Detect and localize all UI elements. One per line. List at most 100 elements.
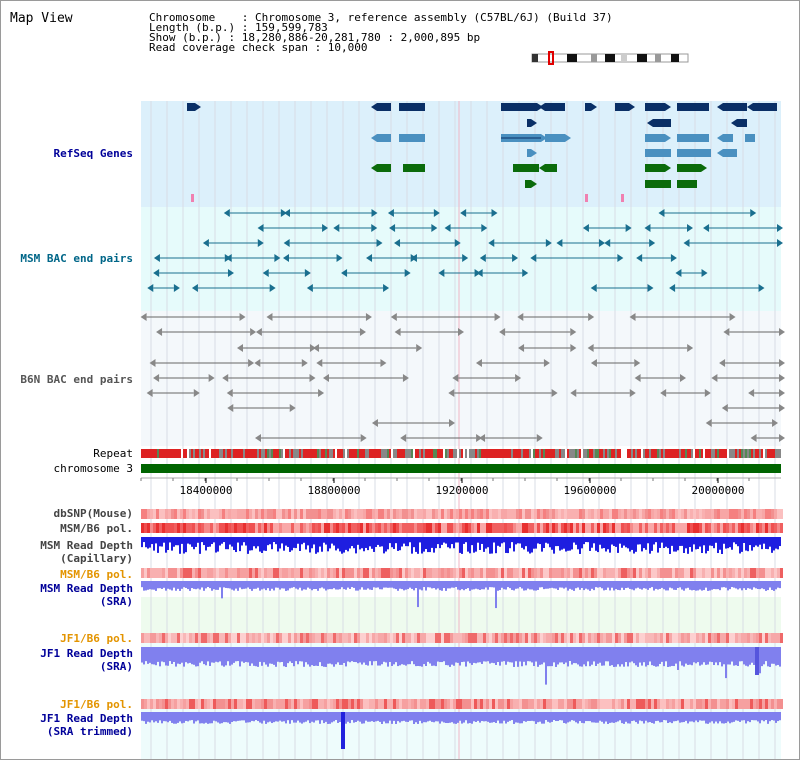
jf1-trimmed-depth-bar [697,712,699,723]
jf1-sra-depth-bar [385,647,387,663]
jf1-trimmed-depth-bar [469,712,471,724]
b6n-bac-end [750,434,757,442]
jf1-sra-depth-bar [649,647,651,662]
repeat-element [161,449,163,458]
msm-b6-pol-cell [585,523,588,533]
jf1-trimmed-depth-bar [175,712,177,724]
dbsnp-density-cell [156,509,159,519]
jf1-b6-pol-cell [246,633,249,643]
jf1-trimmed-depth-bar [637,712,639,724]
repeat-element [163,449,165,458]
jf1-sra-depth-bar [207,647,209,662]
msm-sra-depth-bar [719,581,721,591]
jf1-sra-depth-bar [475,647,477,664]
msm-capillary-depth-bar [665,537,667,547]
jf1-b6-pol-label: JF1/B6 pol. [60,632,133,645]
dbsnp-density-cell [396,509,399,519]
msm-sra-depth-bar [591,581,593,589]
msm-b6-pol-sra-cell [246,568,249,578]
msm-b6-pol-cell [600,523,603,533]
repeat-element [271,449,273,458]
msm-b6-pol-sra-cell [327,568,330,578]
msm-b6-pol-sra-cell [237,568,240,578]
msm-b6-pol-cell [612,523,615,533]
jf1-sra-depth-bar [735,647,737,666]
jf1-sra-depth-bar [467,647,469,662]
jf1-sra-depth-bar [367,647,369,666]
msm-b6-pol-cell [648,523,651,533]
msm-b6-pol-sra-cell [612,568,615,578]
jf1-trimmed-depth-bar [501,712,503,724]
jf1-b6-pol-trimmed-cell [198,699,201,709]
jf1-sra-depth-bar [621,647,623,665]
msm-capillary-depth-bar [157,537,159,553]
msm-b6-pol-cell [540,523,543,533]
msm-sra-depth-bar [219,581,221,588]
jf1-b6-pol-cell [534,633,537,643]
msm-sra-depth-bar [377,581,379,588]
msm-sra-depth-bar [693,581,695,590]
dbsnp-density-cell [645,509,648,519]
msm-bac-end [649,239,656,247]
msm-capillary-depth-bar [315,537,317,554]
msm-b6-pol-sra-cell [219,568,222,578]
msm-capillary-depth-bar [359,537,361,550]
jf1-trimmed-depth-bar [205,712,207,723]
jf1-b6-pol-trimmed-cell [555,699,558,709]
jf1-sra-depth-bar [391,647,393,666]
msm-bac-end [389,224,396,232]
jf1-trimmed-depth-bar [483,712,485,722]
dbsnp-density-cell [165,509,168,519]
msm-capillary-depth-bar [159,537,161,547]
jf1-trimmed-depth-bar [653,712,655,724]
repeat-element [675,449,677,458]
jf1-b6-pol-cell [600,633,603,643]
jf1-b6-pol-cell [345,633,348,643]
dbsnp-density-cell [561,509,564,519]
jf1-sra-depth-bar [643,647,645,663]
repeat-element [275,449,277,458]
dbsnp-density-cell [264,509,267,519]
msm-capillary-depth-bar [549,537,551,548]
jf1-trimmed-depth-spike [341,712,345,749]
jf1-b6-pol-trimmed-cell [699,699,702,709]
msm-capillary-depth-bar [551,537,553,550]
jf1-sra-depth-bar [751,647,753,663]
msm-b6-pol-cell [267,523,270,533]
dbsnp-density-cell [651,509,654,519]
jf1-sra-depth-bar [657,647,659,667]
msm-capillary-depth-bar [303,537,305,543]
msm-capillary-depth-bar [297,537,299,544]
repeat-element [549,449,551,458]
jf1-b6-pol-trimmed-cell [327,699,330,709]
msm-b6-pol-sra-cell [462,568,465,578]
jf1-b6-pol-trimmed-cell [648,699,651,709]
repeat-element [571,449,573,458]
msm-b6-pol-sra-cell [402,568,405,578]
gene-strand-arrow [591,103,597,111]
msm-capillary-depth-bar [777,537,779,550]
jf1-sra-depth-bar [193,647,195,665]
msm-b6-pol-cell [348,523,351,533]
msm-sra-depth-bar [395,581,397,590]
jf1-b6-pol-trimmed-cell [360,699,363,709]
msm-b6-pol-cell [534,523,537,533]
jf1-sra-depth-bar [549,647,551,667]
msm-b6-pol-sra-cell [717,568,720,578]
jf1-b6-pol-trimmed-cell [492,699,495,709]
msm-b6-pol-sra-cell [450,568,453,578]
jf1-b6-pol-trimmed-cell [246,699,249,709]
repeat-element [387,449,389,458]
msm-sra-depth-bar [699,581,701,590]
jf1-sra-depth-bar [479,647,481,663]
jf1-b6-pol-cell [381,633,384,643]
jf1-trimmed-depth-bar [423,712,425,723]
refseq-gene [513,164,539,172]
dbsnp-density-cell [570,509,573,519]
msm-b6-pol-sra-cell [564,568,567,578]
jf1-sra-depth-bar [581,647,583,667]
msm-sra-depth-bar [677,581,679,588]
jf1-sra-depth-bar [223,647,225,667]
repeat-element [603,449,605,458]
